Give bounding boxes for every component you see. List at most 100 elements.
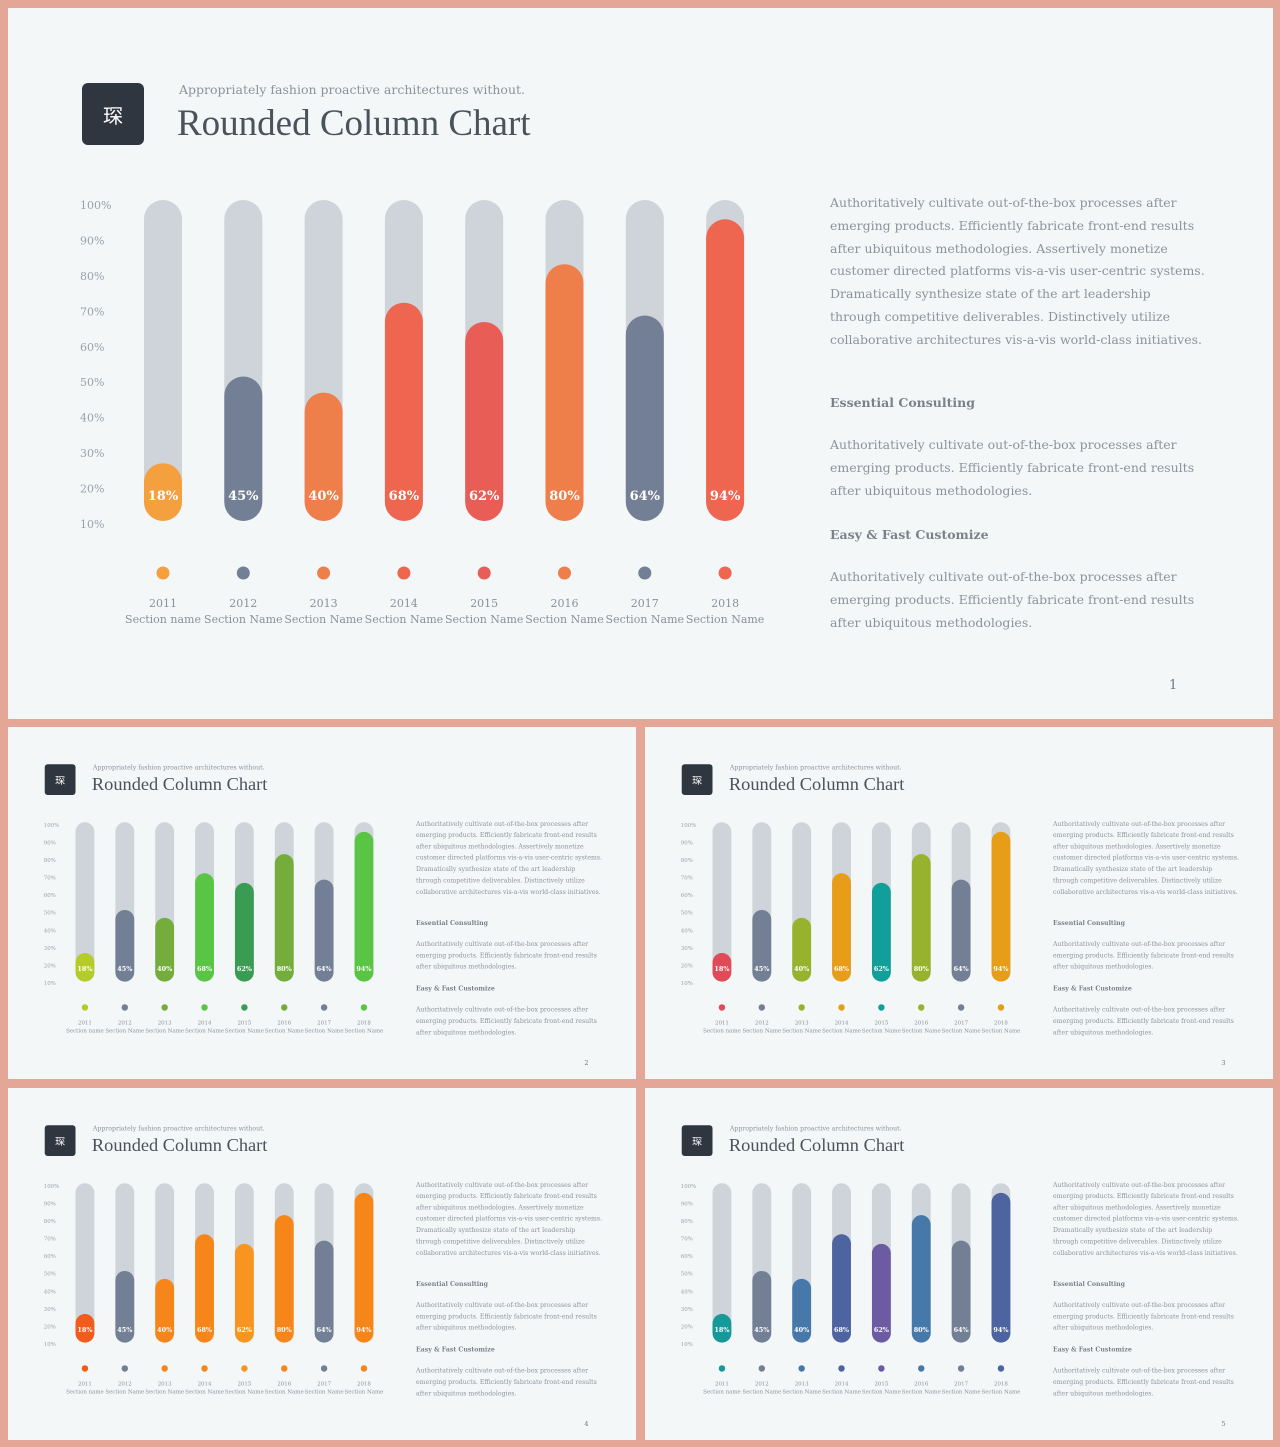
value-label: 64% — [954, 965, 969, 973]
category-year-label: 2013 — [158, 1381, 172, 1387]
legend-dot — [718, 566, 732, 580]
column-bar — [871, 882, 891, 982]
heading-essential-consulting: Essential Consulting — [1053, 919, 1126, 927]
category-year-label: 2016 — [277, 1020, 291, 1026]
column-bar — [314, 1240, 334, 1343]
y-tick-label: 50% — [681, 911, 693, 917]
rounded-column-chart: 100% 90% 80% 70% 60% 50% 40% 30% 20% 10% 18% 2011 Se… — [675, 816, 1032, 1039]
intro-paragraph: Authoritatively cultivate out-of-the-box… — [1053, 1180, 1240, 1257]
category-year-label: 2015 — [874, 1020, 888, 1026]
category-year-label: 2017 — [317, 1381, 331, 1387]
y-tick-label: 10% — [44, 1342, 56, 1348]
slide-2: 琛 Appropriately fashion proactive archit… — [8, 727, 636, 1079]
category-year-label: 2017 — [631, 597, 659, 610]
legend-dot — [997, 1365, 1005, 1372]
value-label: 62% — [237, 965, 252, 973]
legend-dot — [360, 1365, 368, 1372]
y-tick-label: 50% — [80, 376, 104, 389]
value-label: 18% — [148, 489, 179, 504]
value-label: 80% — [914, 1326, 929, 1334]
category-section-label: Section Name — [225, 1389, 264, 1395]
category-section-label: Section Name — [942, 1028, 981, 1034]
y-tick-label: 80% — [681, 1219, 693, 1225]
column-bar — [545, 264, 584, 521]
category-year-label: 2016 — [914, 1020, 928, 1026]
category-year-label: 2014 — [835, 1381, 849, 1387]
slide-subtitle: Appropriately fashion proactive architec… — [92, 763, 265, 772]
y-tick-label: 80% — [80, 270, 104, 283]
paragraph-easy-fast-customize: Authoritatively cultivate out-of-the-box… — [830, 569, 1195, 630]
column-bar — [625, 315, 664, 521]
column-bar — [951, 879, 971, 982]
column-bar — [115, 1270, 135, 1343]
value-label: 45% — [117, 965, 132, 973]
column-bar — [314, 879, 334, 982]
heading-easy-fast-customize: Easy & Fast Customize — [416, 984, 495, 993]
heading-essential-consulting: Essential Consulting — [1053, 1280, 1126, 1288]
chart-svg: 100% 90% 80% 70% 60% 50% 40% 30% 20% 10% 18% 2011 Se… — [681, 822, 1021, 1034]
column-bar — [354, 1192, 374, 1343]
category-year-label: 2014 — [198, 1020, 212, 1026]
value-label: 62% — [874, 965, 889, 973]
category-section-label: Section Name — [365, 613, 443, 626]
category-section-label: Section Name — [284, 613, 362, 626]
heading-easy-fast-customize: Easy & Fast Customize — [416, 1345, 495, 1354]
y-tick-label: 60% — [44, 1254, 56, 1260]
legend-dot — [758, 1004, 766, 1011]
column-bar — [792, 917, 812, 982]
y-tick-label: 20% — [44, 1325, 56, 1331]
legend-dot — [236, 566, 250, 580]
y-tick-label: 80% — [44, 858, 56, 864]
value-label: 68% — [834, 965, 849, 973]
value-label: 94% — [356, 1326, 371, 1334]
legend-dot — [718, 1004, 726, 1011]
category-section-label: Section Name — [902, 1028, 941, 1034]
slide-content: 琛 Appropriately fashion proactive archit… — [8, 727, 636, 1079]
y-tick-label: 30% — [44, 1307, 56, 1313]
column-bar — [792, 1278, 812, 1343]
intro-paragraph: Authoritatively cultivate out-of-the-box… — [416, 819, 603, 896]
legend-dot — [156, 566, 170, 580]
value-label: 40% — [794, 965, 809, 973]
column-bar — [752, 909, 772, 982]
page-number: 1 — [1169, 678, 1178, 693]
legend-dot — [81, 1004, 89, 1011]
value-label: 80% — [277, 1326, 292, 1334]
legend-dot — [360, 1004, 368, 1011]
column-bar — [234, 1243, 254, 1343]
column-bar — [195, 1234, 214, 1343]
rounded-column-chart: 100% 90% 80% 70% 60% 50% 40% 30% 20% 10% 18% 2011 Se… — [675, 1177, 1032, 1400]
y-tick-label: 30% — [80, 447, 104, 460]
column-bar — [195, 873, 214, 982]
column-bar — [911, 1215, 931, 1343]
logo-glyph: 琛 — [55, 774, 66, 787]
intro-paragraph: Authoritatively cultivate out-of-the-box… — [830, 195, 1205, 347]
column-bar — [991, 1192, 1011, 1343]
logo-glyph: 琛 — [692, 1135, 703, 1148]
value-label: 45% — [754, 965, 769, 973]
category-year-label: 2011 — [149, 597, 177, 610]
column-track — [144, 200, 182, 521]
rounded-column-chart: 100% 90% 80% 70% 60% 50% 40% 30% 20% 10% 18% 2011 Se… — [38, 816, 395, 1039]
y-tick-label: 90% — [44, 1201, 56, 1207]
column-bar — [712, 952, 732, 982]
chart-svg: 100% 90% 80% 70% 60% 50% 40% 30% 20% 10% 18% 2011 Se… — [44, 1183, 383, 1395]
value-label: 45% — [117, 1326, 132, 1334]
y-tick-label: 60% — [681, 893, 693, 899]
slide-subtitle: Appropriately fashion proactive architec… — [729, 763, 902, 772]
legend-dot — [638, 566, 652, 580]
category-year-label: 2018 — [994, 1020, 1008, 1026]
category-section-label: Section Name — [982, 1028, 1021, 1034]
category-year-label: 2012 — [229, 597, 257, 610]
slide-subtitle: Appropriately fashion proactive architec… — [729, 1124, 902, 1133]
category-year-label: 2013 — [795, 1381, 809, 1387]
category-year-label: 2015 — [470, 597, 498, 610]
category-year-label: 2015 — [874, 1381, 888, 1387]
column-track — [75, 1183, 95, 1343]
slide-content: 琛 Appropriately fashion proactive archit… — [8, 1088, 636, 1440]
category-year-label: 2014 — [390, 597, 418, 610]
page-number: 4 — [584, 1420, 589, 1429]
y-tick-label: 100% — [681, 1184, 697, 1190]
y-tick-label: 70% — [44, 876, 56, 882]
category-section-label: Section Name — [742, 1028, 781, 1034]
